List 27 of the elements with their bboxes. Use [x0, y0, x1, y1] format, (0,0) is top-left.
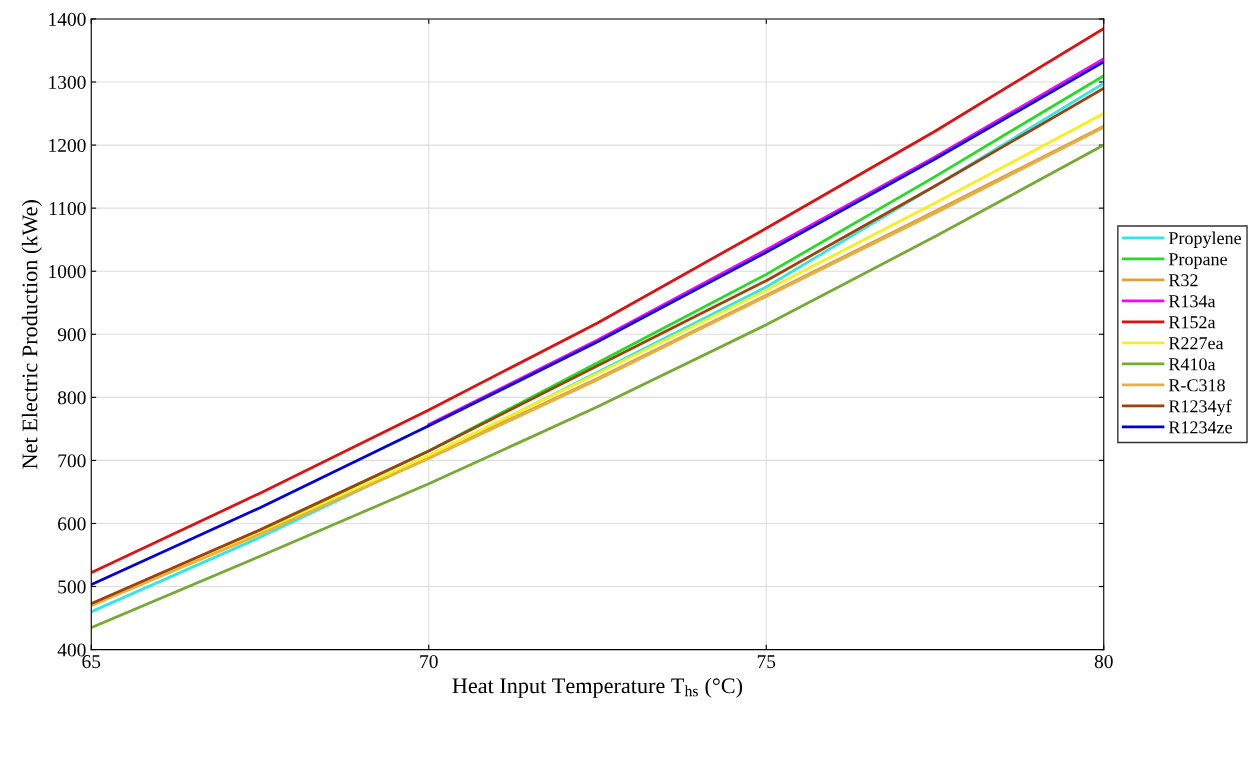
- legend-label: R32: [1168, 274, 1198, 287]
- legend-label: R410a: [1168, 358, 1216, 371]
- legend-label: R227ea: [1168, 337, 1224, 350]
- y-tick-label: 600: [58, 517, 86, 531]
- y-tick-label: 1400: [49, 12, 86, 26]
- y-axis-title: Net Electric Production (kWe): [21, 200, 42, 469]
- y-tick-label: 1300: [49, 75, 86, 89]
- legend-label: Propylene: [1168, 231, 1241, 248]
- y-tick-label: 800: [57, 391, 86, 405]
- y-tick-label: 700: [58, 454, 86, 468]
- legend-label: R152a: [1168, 316, 1216, 329]
- legend-label: Propane: [1168, 253, 1227, 269]
- x-tick-label: 70: [420, 655, 438, 669]
- legend-label: R134a: [1168, 295, 1216, 308]
- legend-label: R-C318: [1168, 379, 1225, 392]
- y-tick-label: 400: [57, 643, 86, 657]
- x-tick-label: 80: [1094, 655, 1113, 669]
- y-tick-label: 900: [57, 328, 86, 342]
- legend-label: R1234yf: [1168, 399, 1232, 417]
- x-axis-title: Heat Input Temperature T$_{hs}$ (°C): [452, 677, 743, 698]
- y-tick-label: 1200: [49, 138, 86, 153]
- y-tick-label: 500: [58, 580, 86, 594]
- legend-label: R1234ze: [1168, 421, 1232, 434]
- x-tick-label: 65: [82, 655, 101, 669]
- x-tick-label: 75: [757, 655, 776, 669]
- y-tick-label: 1100: [49, 201, 86, 216]
- y-tick-label: 1000: [49, 265, 86, 279]
